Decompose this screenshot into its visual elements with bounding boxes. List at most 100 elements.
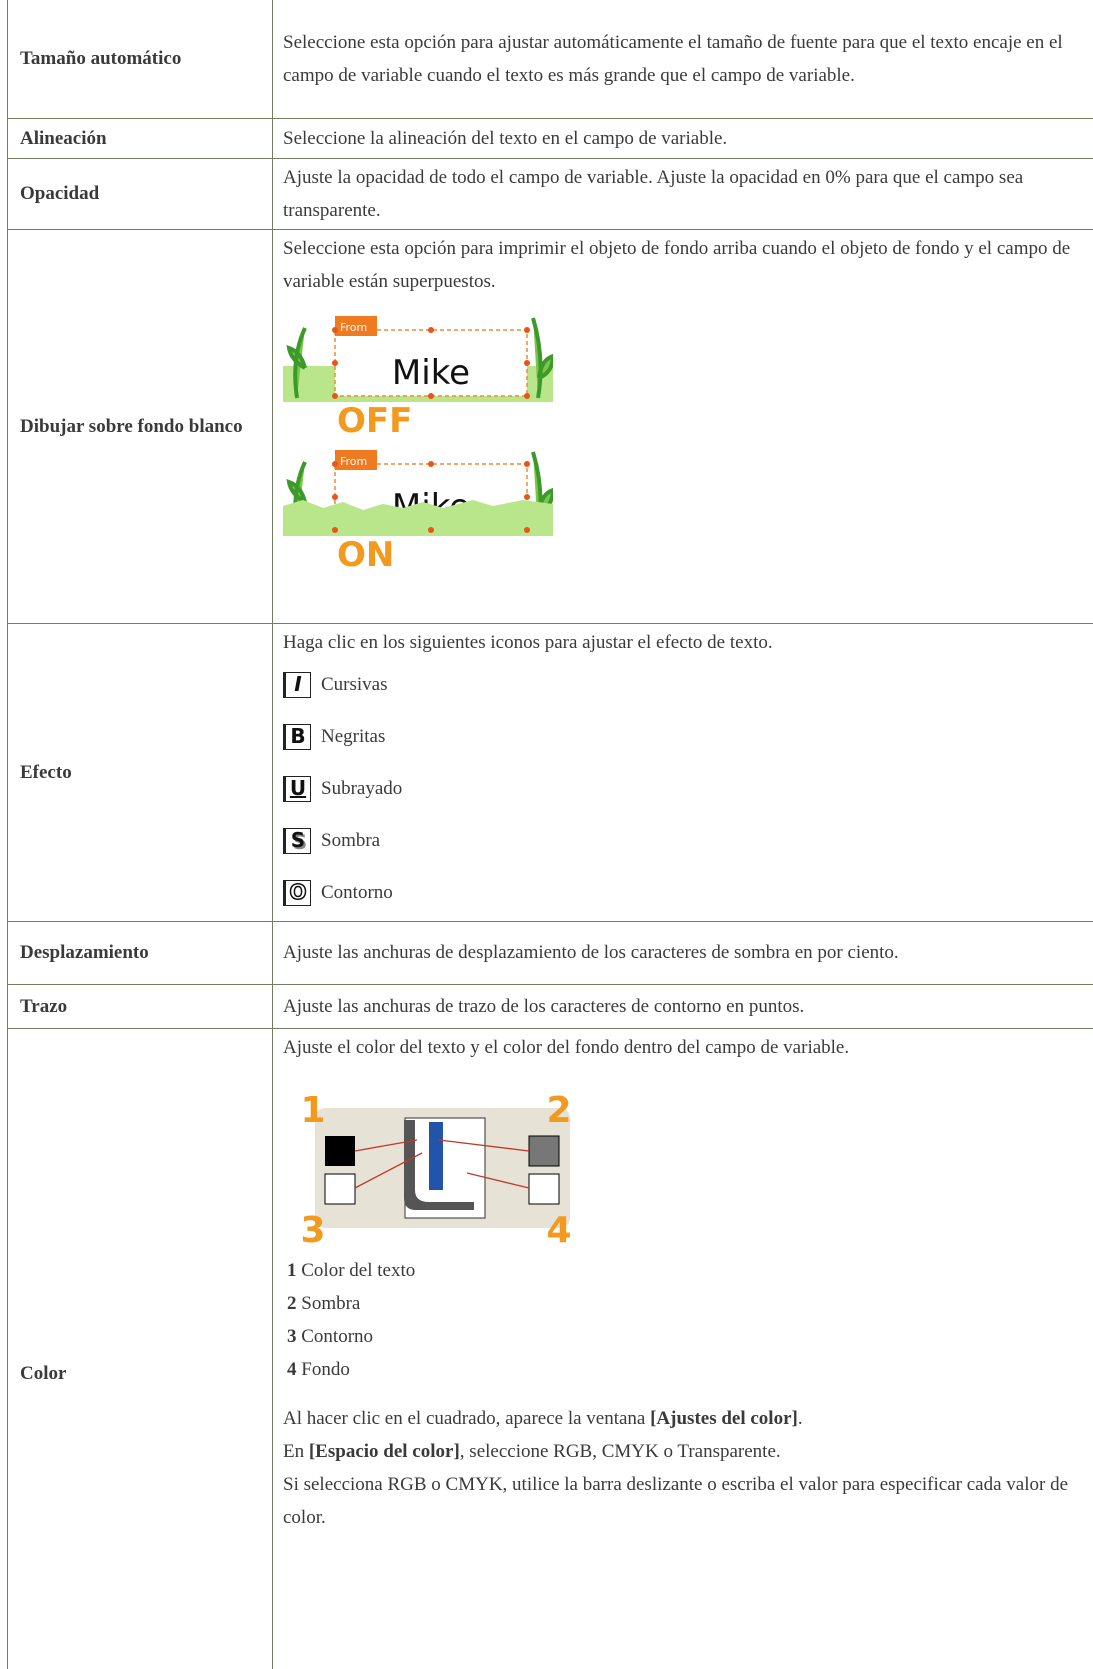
effect-label: Sombra bbox=[321, 830, 381, 851]
figure-number: 4 bbox=[546, 1210, 571, 1248]
ground bbox=[283, 499, 553, 536]
effect-icon: I bbox=[283, 671, 311, 698]
row-content: Seleccione la alineación del texto en el… bbox=[272, 117, 1093, 159]
table-row: Color Ajuste el color del texto y el colo… bbox=[7, 1027, 1093, 1669]
row-content: Ajuste las anchuras de desplazamiento de… bbox=[272, 920, 1093, 985]
legend-label: Color del texto bbox=[301, 1259, 416, 1281]
note-part: [Espacio del color] bbox=[308, 1440, 460, 1462]
effect-icon: O bbox=[283, 879, 311, 906]
state: OFF bbox=[337, 401, 412, 438]
legend-item: 2 Sombra bbox=[287, 1287, 1093, 1320]
legend-label: Fondo bbox=[301, 1358, 350, 1380]
note-part: , seleccione RGB, CMYK o Transparente. bbox=[459, 1440, 781, 1462]
note-part: . bbox=[797, 1407, 803, 1429]
row-label: Efecto bbox=[7, 622, 273, 922]
legend-number: 4 bbox=[287, 1358, 297, 1380]
legend-number: 1 bbox=[287, 1259, 297, 1281]
description: Seleccione la alineación del texto en el… bbox=[283, 127, 728, 149]
row-label: Dibujar sobre fondo blanco bbox=[7, 228, 273, 624]
swatch bbox=[324, 1173, 356, 1204]
row-label: Alineación bbox=[7, 117, 273, 159]
handle bbox=[428, 460, 434, 467]
row-content: Haga clic en los siguientes iconos para … bbox=[272, 622, 1093, 922]
row-label: Color bbox=[7, 1027, 273, 1669]
figure-number: 2 bbox=[546, 1090, 571, 1131]
handle bbox=[524, 392, 530, 399]
handle bbox=[332, 493, 338, 500]
row-label: Opacidad bbox=[7, 157, 273, 230]
table-row: Desplazamiento Ajuste las anchuras de des… bbox=[7, 920, 1093, 985]
description: Ajuste la opacidad de todo el campo de v… bbox=[283, 166, 1024, 221]
color-figure: 1 2 3 4 bbox=[300, 1090, 571, 1248]
figure-number: 3 bbox=[300, 1210, 325, 1248]
handle bbox=[332, 460, 338, 467]
tag: From bbox=[340, 455, 367, 468]
legend-item: 3 Contorno bbox=[287, 1320, 1093, 1353]
swatch bbox=[325, 1135, 355, 1166]
effect-icon: S bbox=[283, 827, 311, 854]
description: Ajuste el color del texto y el color del… bbox=[283, 1036, 850, 1058]
handle bbox=[428, 526, 434, 533]
handle bbox=[332, 392, 338, 399]
effect-label: Subrayado bbox=[321, 778, 403, 799]
example-image: From Mike OFF bbox=[283, 315, 553, 438]
row-label: Trazo bbox=[7, 983, 273, 1029]
effect-item: S Sombra bbox=[283, 815, 1093, 867]
effect-item: B Negritas bbox=[283, 711, 1093, 763]
legend-number: 3 bbox=[287, 1325, 297, 1347]
table-row: Dibujar sobre fondo blanco Seleccione est… bbox=[7, 228, 1093, 624]
description: Ajuste las anchuras de trazo de los cara… bbox=[283, 995, 805, 1017]
table-row: Efecto Haga clic en los siguientes iconos… bbox=[7, 622, 1093, 922]
legend-label: Contorno bbox=[301, 1325, 374, 1347]
tag-box bbox=[335, 449, 377, 470]
notes: Al hacer clic en el cuadrado, aparece la… bbox=[283, 1402, 1093, 1534]
legend-label: Sombra bbox=[301, 1292, 361, 1314]
effect-item: U Subrayado bbox=[283, 763, 1093, 815]
note: Si selecciona RGB o CMYK, utilice la bar… bbox=[283, 1468, 1093, 1534]
description: Seleccione esta opción para ajustar auto… bbox=[283, 31, 1063, 86]
figure-number: 1 bbox=[300, 1090, 325, 1131]
handle bbox=[332, 359, 338, 366]
note: Al hacer clic en el cuadrado, aparece la… bbox=[283, 1402, 1093, 1435]
example-image: FromMikeON bbox=[283, 449, 553, 572]
handle bbox=[428, 392, 434, 399]
table-row: Alineación Seleccione la alineación del t… bbox=[7, 117, 1093, 159]
state: ON bbox=[337, 535, 394, 572]
effect-label: Contorno bbox=[321, 882, 393, 903]
note-part: Al hacer clic en el cuadrado, aparece la… bbox=[283, 1407, 651, 1429]
effect-label: Cursivas bbox=[321, 674, 388, 695]
tag: From bbox=[340, 321, 367, 334]
table-row: Opacidad Ajuste la opacidad de todo el ca… bbox=[7, 157, 1093, 230]
handle bbox=[332, 326, 338, 333]
legend-number: 2 bbox=[287, 1292, 297, 1314]
legend-item: 4 Fondo bbox=[287, 1353, 1093, 1386]
table-row: Tamaño automático Seleccione esta opción … bbox=[7, 0, 1093, 119]
note-part: Si selecciona RGB o CMYK, utilice la bar… bbox=[283, 1473, 1069, 1528]
note: En [Espacio del color], seleccione RGB, … bbox=[283, 1435, 1093, 1468]
effect-item: O Contorno bbox=[283, 867, 1093, 919]
row-content: Ajuste la opacidad de todo el campo de v… bbox=[272, 157, 1093, 230]
handle bbox=[524, 460, 530, 467]
row-content: Seleccione esta opción para imprimir el … bbox=[272, 228, 1093, 624]
effect-label: Negritas bbox=[321, 726, 386, 747]
swatch bbox=[528, 1135, 560, 1166]
leaders bbox=[354, 1138, 530, 1189]
description: Haga clic en los siguientes iconos para … bbox=[283, 631, 773, 653]
legend-item: 1 Color del texto bbox=[287, 1254, 1093, 1287]
note-part: En bbox=[283, 1440, 309, 1462]
handle bbox=[524, 526, 530, 533]
name: Mike bbox=[392, 353, 470, 393]
plant bbox=[286, 450, 553, 532]
handle bbox=[524, 326, 530, 333]
row-content: Seleccione esta opción para ajustar auto… bbox=[272, 0, 1093, 119]
handle bbox=[332, 526, 338, 533]
swatch bbox=[528, 1173, 560, 1204]
handle bbox=[524, 493, 530, 500]
table-row: Trazo Ajuste las anchuras de trazo de los… bbox=[7, 983, 1093, 1029]
field-frame bbox=[334, 328, 528, 397]
description: Seleccione esta opción para imprimir el … bbox=[283, 237, 1071, 292]
effect-icon: U bbox=[283, 775, 311, 802]
glyph bbox=[429, 1121, 443, 1190]
effect-icon: B bbox=[283, 723, 311, 750]
